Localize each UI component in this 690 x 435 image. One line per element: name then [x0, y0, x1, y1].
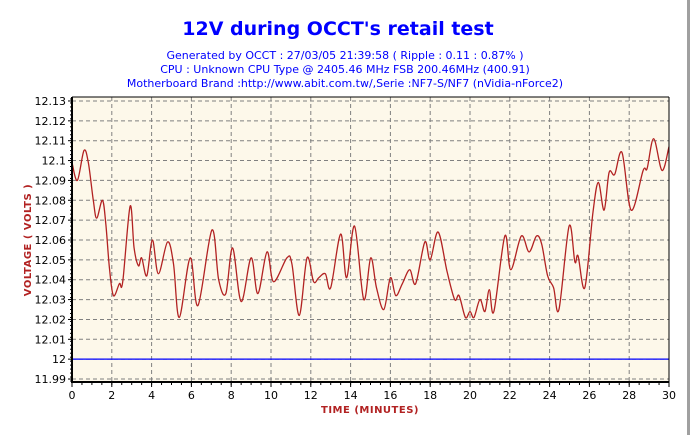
x-tick-label: 16	[383, 389, 397, 402]
x-tick-label: 10	[264, 389, 278, 402]
y-tick-label: 12.1	[42, 155, 67, 168]
subtitle-motherboard: Motherboard Brand :http://www.abit.com.t…	[126, 77, 564, 90]
x-tick-label: 12	[304, 389, 318, 402]
x-tick-label: 30	[662, 389, 676, 402]
x-axis-label: TIME (MINUTES)	[321, 405, 419, 416]
x-tick-label: 6	[188, 389, 195, 402]
y-tick-label: 11.99	[35, 373, 67, 386]
y-axis-label: VOLTAGE ( VOLTS )	[23, 184, 34, 297]
y-tick-label: 12.01	[35, 333, 67, 346]
y-tick-label: 12.12	[35, 115, 67, 128]
x-tick-label: 22	[503, 389, 517, 402]
y-tick-label: 12.06	[35, 234, 67, 247]
x-tick-label: 2	[108, 389, 115, 402]
x-tick-label: 20	[463, 389, 477, 402]
y-tick-label: 12	[52, 353, 66, 366]
x-tick-label: 28	[622, 389, 636, 402]
y-tick-label: 12.08	[35, 194, 67, 207]
y-tick-label: 12.09	[35, 174, 67, 187]
chart-title: 12V during OCCT's retail test	[182, 18, 494, 40]
x-tick-label: 24	[543, 389, 557, 402]
x-tick-label: 26	[582, 389, 596, 402]
y-tick-label: 12.13	[35, 95, 67, 108]
x-tick-label: 14	[344, 389, 358, 402]
x-tick-label: 8	[228, 389, 235, 402]
y-tick-label: 12.05	[35, 254, 67, 267]
subtitle-generated: Generated by OCCT : 27/03/05 21:39:58 ( …	[166, 49, 524, 62]
window-edge	[687, 0, 690, 435]
y-tick-label: 12.03	[35, 294, 67, 307]
x-tick-label: 18	[423, 389, 437, 402]
y-tick-label: 12.11	[35, 135, 67, 148]
y-tick-label: 12.07	[35, 214, 67, 227]
x-tick-label: 0	[69, 389, 76, 402]
subtitle-cpu: CPU : Unknown CPU Type @ 2405.46 MHz FSB…	[160, 63, 530, 76]
y-tick-label: 12.04	[35, 274, 67, 287]
x-tick-label: 4	[148, 389, 155, 402]
y-tick-label: 12.02	[35, 313, 67, 326]
